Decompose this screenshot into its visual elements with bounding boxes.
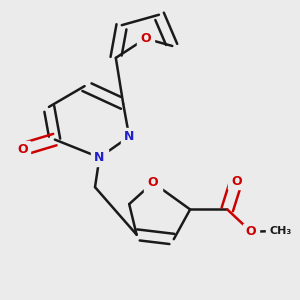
Text: O: O (148, 176, 158, 189)
Bar (14, 141, 30, 158)
Text: O: O (246, 225, 256, 238)
Bar (91, 149, 108, 166)
Text: O: O (140, 32, 151, 45)
Bar (228, 173, 244, 189)
Text: N: N (94, 151, 105, 164)
Bar (136, 30, 154, 47)
Text: O: O (231, 175, 242, 188)
Bar (266, 223, 296, 239)
Bar (144, 174, 162, 192)
Bar (121, 128, 137, 145)
Text: N: N (124, 130, 134, 143)
Text: O: O (17, 143, 28, 156)
Bar (243, 224, 259, 240)
Text: CH₃: CH₃ (270, 226, 292, 236)
